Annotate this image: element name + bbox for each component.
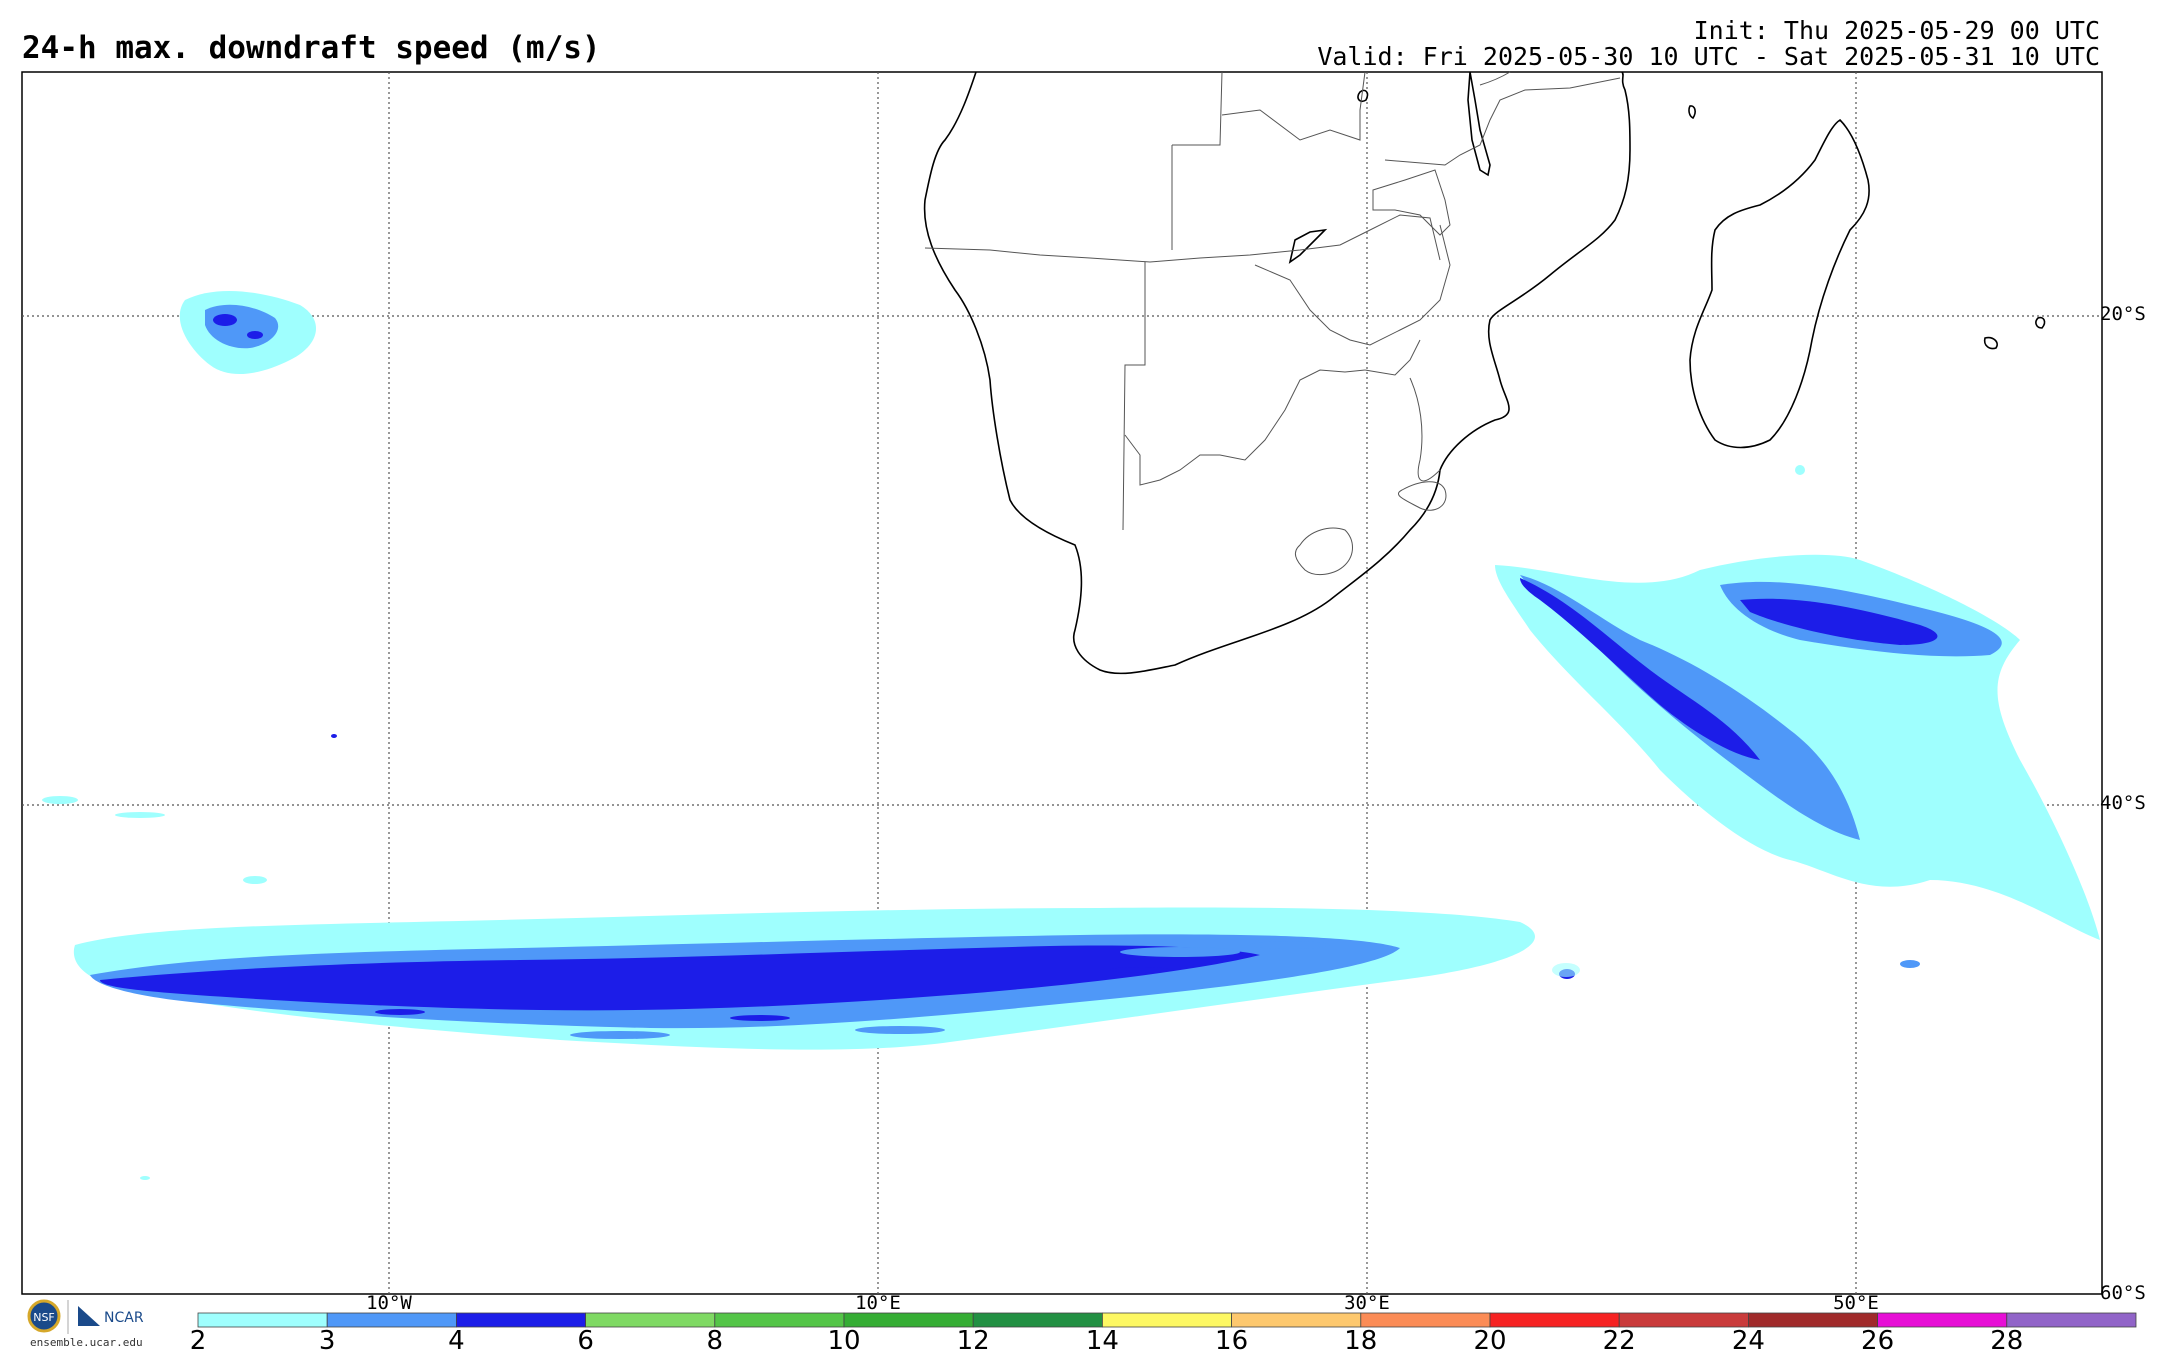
downdraft-band-atlantic <box>73 907 1536 1050</box>
coastlines <box>923 71 2046 675</box>
svg-text:NSF: NSF <box>33 1311 55 1324</box>
lake-victoria-islet <box>1357 89 1369 103</box>
madagascar-coast <box>1689 118 1870 449</box>
lake-kariba <box>1288 228 1328 264</box>
lon-label-10w: 10°W <box>366 1292 412 1314</box>
colorbar-tick-label: 3 <box>318 1326 336 1356</box>
country-borders <box>924 71 1621 576</box>
indian-inner-darkblue <box>1520 578 1760 760</box>
lat-label-20s: 20°S <box>2100 303 2146 325</box>
colorbar-tick-label: 4 <box>448 1326 465 1356</box>
lat-label-40s: 40°S <box>2100 792 2146 814</box>
valid-time: Valid: Fri 2025-05-30 10 UTC - Sat 2025-… <box>1317 42 2100 71</box>
indian-east-darkblue <box>1740 598 1938 645</box>
comoros <box>1688 105 1696 120</box>
colorbar-tick-label: 22 <box>1602 1326 1636 1356</box>
colorbar-tick-label: 10 <box>827 1326 861 1356</box>
downdraft-band-indian-ocean <box>1495 554 2100 940</box>
map-frame <box>21 71 2103 1295</box>
lat-label-60s: 60°S <box>2100 1282 2146 1304</box>
colorbar-tick-label: 26 <box>1861 1326 1895 1356</box>
init-valid-block: Init: Thu 2025-05-29 00 UTC Valid: Fri 2… <box>1317 18 2100 70</box>
svg-text:NCAR: NCAR <box>104 1310 144 1326</box>
colorbar-tick-label: 14 <box>1085 1326 1119 1356</box>
lon-label-10e: 10°E <box>855 1292 901 1314</box>
colorbar-tick-label: 2 <box>189 1326 207 1356</box>
ncar-logo-icon <box>78 1306 100 1326</box>
logo-url: ensemble.ucar.edu <box>30 1336 143 1349</box>
colorbar-tick-label: 20 <box>1473 1326 1507 1356</box>
colorbar-tick-label: 28 <box>1990 1326 2024 1356</box>
lon-label-50e: 50°E <box>1833 1292 1879 1314</box>
lake-malawi <box>1467 71 1491 177</box>
colorbar-tick-label: 8 <box>706 1326 724 1356</box>
colorbar-tick-label: 16 <box>1215 1326 1249 1356</box>
reunion <box>2035 316 2046 329</box>
logos: NSF NCAR <box>27 1299 144 1334</box>
colorbar-tick-label: 18 <box>1344 1326 1378 1356</box>
mauritius <box>1983 336 1998 350</box>
downdraft-patches-small <box>42 290 1920 1180</box>
nsf-logo-icon <box>27 1299 61 1333</box>
colorbar-tick-label: 12 <box>956 1326 990 1356</box>
colorbar-tick-label: 6 <box>577 1326 594 1356</box>
africa-coast <box>923 71 1631 675</box>
band-inner-darkblue <box>100 945 1260 1011</box>
lon-label-30e: 30°E <box>1344 1292 1390 1314</box>
init-time: Init: Thu 2025-05-29 00 UTC <box>1693 16 2100 45</box>
figure-title: 24-h max. downdraft speed (m/s) <box>22 30 601 66</box>
colorbar-tick-label: 24 <box>1731 1326 1765 1356</box>
